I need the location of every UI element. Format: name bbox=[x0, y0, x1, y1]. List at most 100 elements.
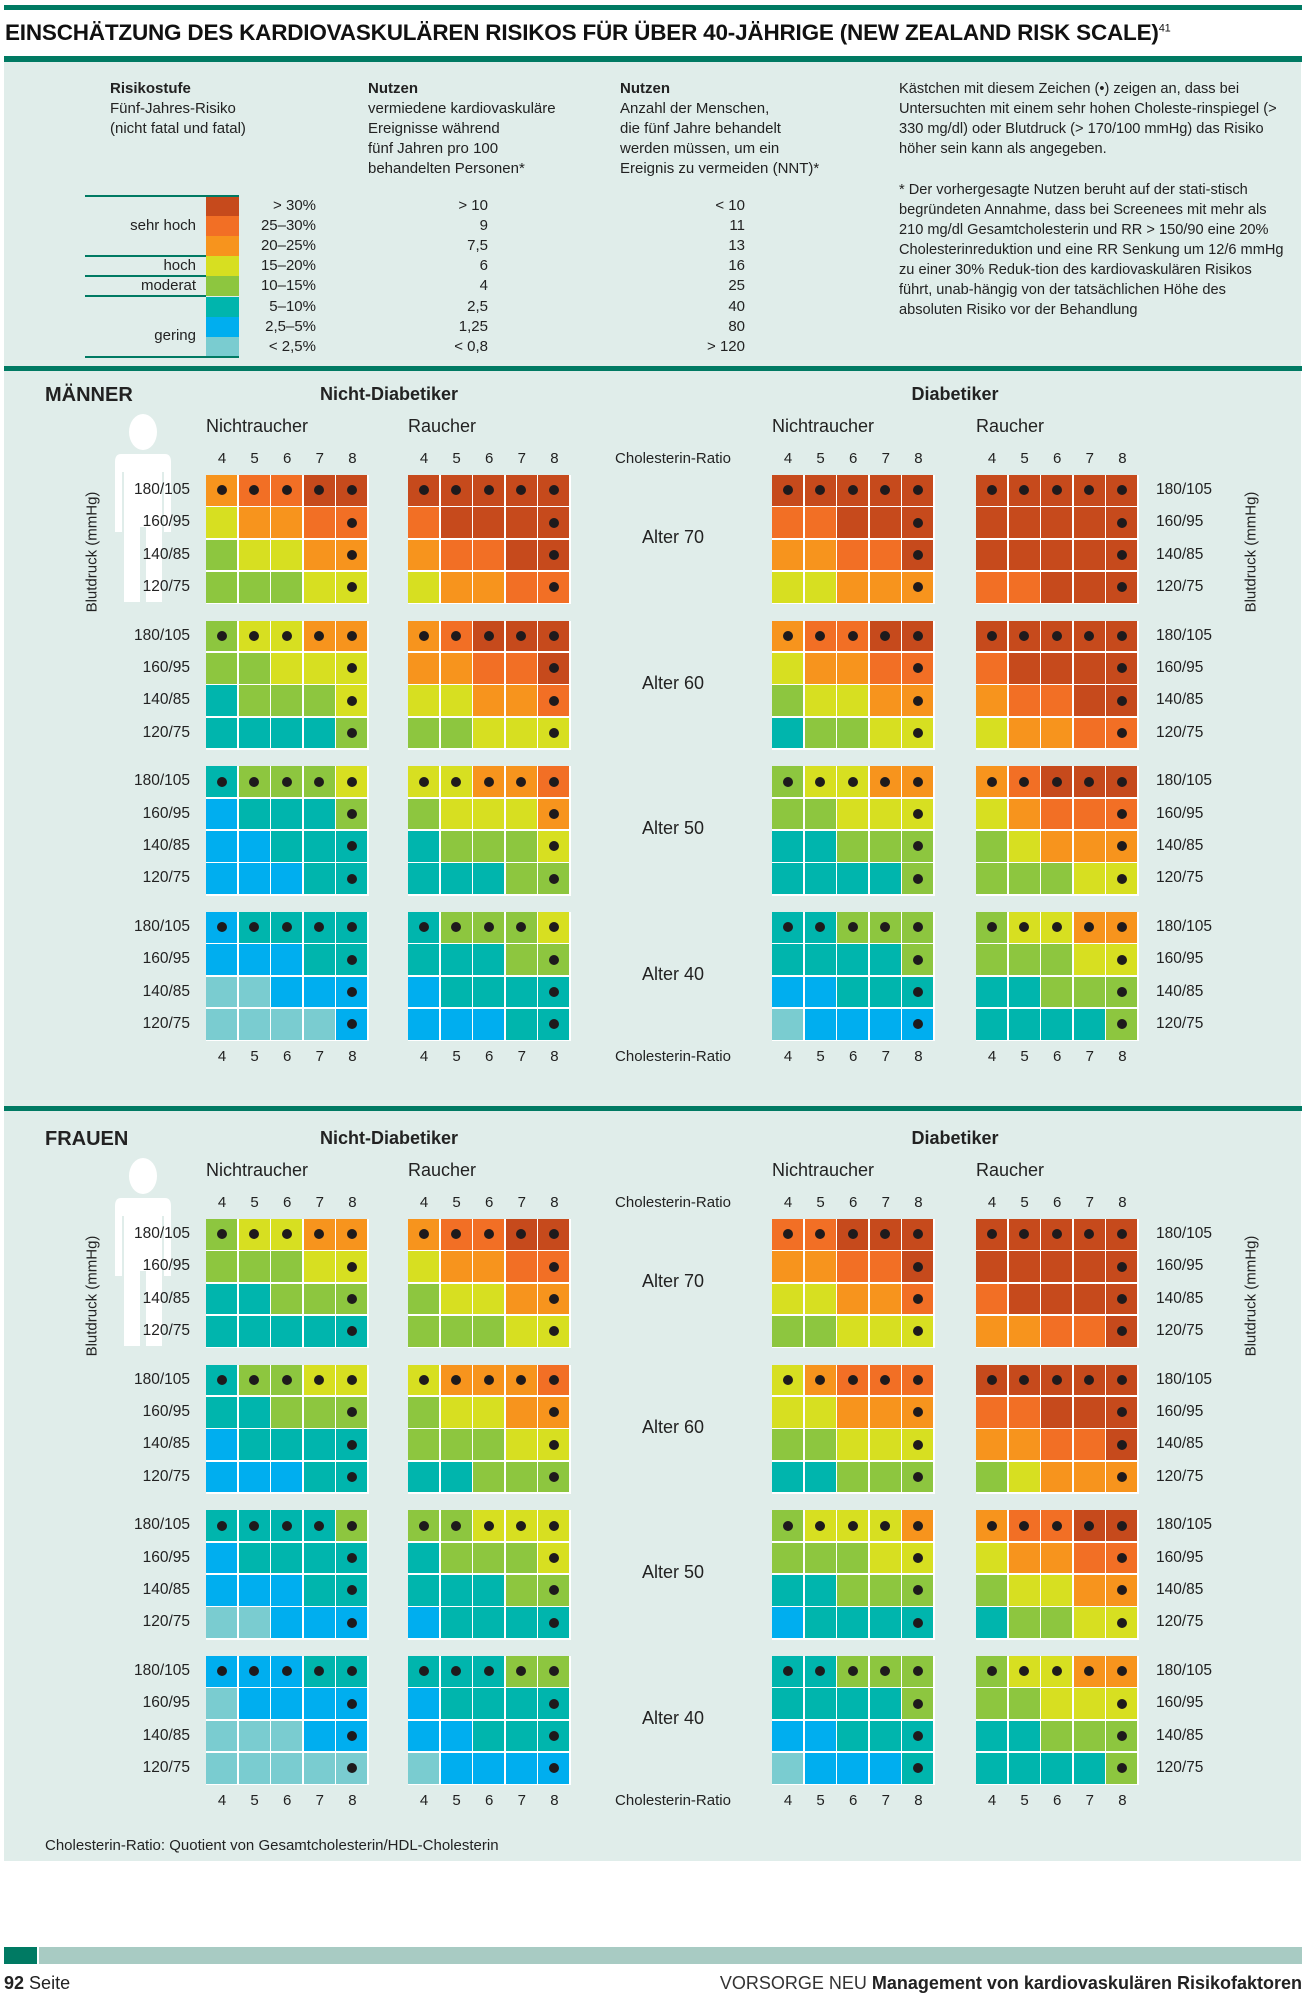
risk-cell bbox=[206, 1251, 237, 1283]
risk-cell bbox=[206, 944, 237, 976]
high-risk-dot-icon bbox=[880, 1229, 891, 1240]
legend-benefit: 7,5 bbox=[467, 237, 488, 255]
risk-cell bbox=[505, 1720, 537, 1752]
high-risk-dot-icon bbox=[880, 631, 891, 642]
risk-cell bbox=[473, 1688, 505, 1720]
risk-cell bbox=[804, 652, 836, 684]
risk-cell bbox=[772, 944, 803, 976]
age-label: Alter 70 bbox=[641, 527, 705, 547]
risk-cell bbox=[976, 1607, 1007, 1639]
high-risk-dot-icon bbox=[483, 922, 494, 933]
risk-cell bbox=[804, 1752, 836, 1784]
risk-cell bbox=[1041, 1396, 1073, 1428]
risk-cell bbox=[440, 863, 472, 895]
risk-cell bbox=[837, 1656, 869, 1687]
ratio-tick-label: 5 bbox=[816, 1194, 825, 1211]
risk-cell bbox=[505, 1008, 537, 1040]
high-risk-dot-icon bbox=[912, 1439, 923, 1450]
legend-range: < 2,5% bbox=[268, 337, 316, 355]
risk-cell bbox=[1106, 863, 1138, 895]
risk-cell bbox=[1073, 507, 1105, 539]
risk-grid-d_s bbox=[976, 1510, 1139, 1640]
high-risk-dot-icon bbox=[216, 1666, 227, 1677]
page-word: Seite bbox=[29, 1973, 71, 1993]
risk-cell bbox=[336, 1251, 368, 1283]
risk-cell bbox=[976, 1720, 1007, 1752]
high-risk-dot-icon bbox=[216, 1229, 227, 1240]
ratio-tick-label: 8 bbox=[914, 1194, 923, 1211]
ratio-tick-label: 8 bbox=[1118, 1194, 1127, 1211]
risk-cell bbox=[505, 1219, 537, 1250]
high-risk-dot-icon bbox=[912, 1585, 923, 1596]
high-risk-dot-icon bbox=[346, 1520, 357, 1531]
high-risk-dot-icon bbox=[1019, 1375, 1030, 1386]
high-risk-dot-icon bbox=[912, 485, 923, 496]
risk-cell bbox=[1041, 571, 1073, 603]
risk-cell bbox=[303, 1688, 335, 1720]
bp-label-left: 120/75 bbox=[142, 1613, 190, 1631]
risk-grid-nd_s bbox=[408, 1656, 571, 1786]
risk-cell bbox=[440, 475, 472, 506]
risk-cell bbox=[976, 912, 1007, 943]
risk-cell bbox=[976, 1364, 1007, 1396]
high-risk-dot-icon bbox=[314, 1229, 325, 1240]
risk-cell bbox=[772, 1607, 803, 1639]
risk-cell bbox=[1041, 717, 1073, 749]
risk-cell bbox=[1008, 507, 1040, 539]
smoker-label: Raucher bbox=[976, 416, 1045, 436]
risk-cell bbox=[1041, 685, 1073, 717]
high-risk-dot-icon bbox=[1116, 1471, 1127, 1482]
smoker-label: Raucher bbox=[408, 1160, 477, 1180]
high-risk-dot-icon bbox=[1116, 1229, 1127, 1240]
high-risk-dot-icon bbox=[1084, 1666, 1095, 1677]
high-risk-dot-icon bbox=[815, 1375, 826, 1386]
risk-cell bbox=[440, 717, 472, 749]
risk-cell bbox=[1073, 1315, 1105, 1347]
bp-label-right: 180/105 bbox=[1156, 1662, 1213, 1680]
risk-cell bbox=[1008, 1364, 1040, 1396]
risk-cell bbox=[505, 830, 537, 862]
risk-cell bbox=[505, 620, 537, 652]
risk-cell bbox=[538, 652, 570, 684]
ratio-tick-label: 5 bbox=[250, 1792, 259, 1809]
risk-cell bbox=[303, 863, 335, 895]
legend-swatch bbox=[206, 216, 239, 237]
legend-nnt: 25 bbox=[728, 277, 745, 295]
ratio-tick-label: 8 bbox=[1118, 1792, 1127, 1809]
risk-cell bbox=[538, 620, 570, 652]
risk-cell bbox=[976, 1283, 1007, 1315]
risk-cell bbox=[440, 1429, 472, 1461]
risk-cell bbox=[869, 798, 901, 830]
bp-label-right: 140/85 bbox=[1156, 982, 1204, 1000]
legend-nnt: 80 bbox=[728, 317, 745, 335]
high-risk-dot-icon bbox=[1051, 485, 1062, 496]
high-risk-dot-icon bbox=[548, 1585, 559, 1596]
risk-cell bbox=[869, 1251, 901, 1283]
ratio-tick-label: 8 bbox=[348, 1048, 357, 1065]
high-risk-dot-icon bbox=[281, 1666, 292, 1677]
ratio-tick-label: 6 bbox=[485, 1194, 494, 1211]
bp-label-left: 180/105 bbox=[133, 918, 190, 936]
risk-cell bbox=[804, 1008, 836, 1040]
risk-grid-d_ns bbox=[772, 766, 935, 896]
ratio-tick-label: 8 bbox=[914, 1048, 923, 1065]
high-risk-dot-icon bbox=[548, 1326, 559, 1337]
risk-cell bbox=[1041, 976, 1073, 1008]
high-risk-dot-icon bbox=[548, 695, 559, 706]
risk-cell bbox=[804, 1251, 836, 1283]
risk-cell bbox=[336, 652, 368, 684]
bp-label-right: 140/85 bbox=[1156, 1435, 1204, 1453]
high-risk-dot-icon bbox=[314, 1375, 325, 1386]
risk-cell bbox=[538, 766, 570, 798]
risk-grid-d_ns bbox=[772, 620, 935, 750]
risk-cell bbox=[206, 685, 237, 717]
high-risk-dot-icon bbox=[346, 1553, 357, 1564]
risk-grid-d_s bbox=[976, 1656, 1139, 1786]
risk-cell bbox=[303, 620, 335, 652]
page-number-value: 92 bbox=[4, 1973, 25, 1993]
risk-cell bbox=[271, 717, 303, 749]
high-risk-dot-icon bbox=[451, 1666, 462, 1677]
bp-label-right: 160/95 bbox=[1156, 1257, 1204, 1275]
risk-cell bbox=[271, 1364, 303, 1396]
risk-grid-d_ns bbox=[772, 1364, 935, 1494]
